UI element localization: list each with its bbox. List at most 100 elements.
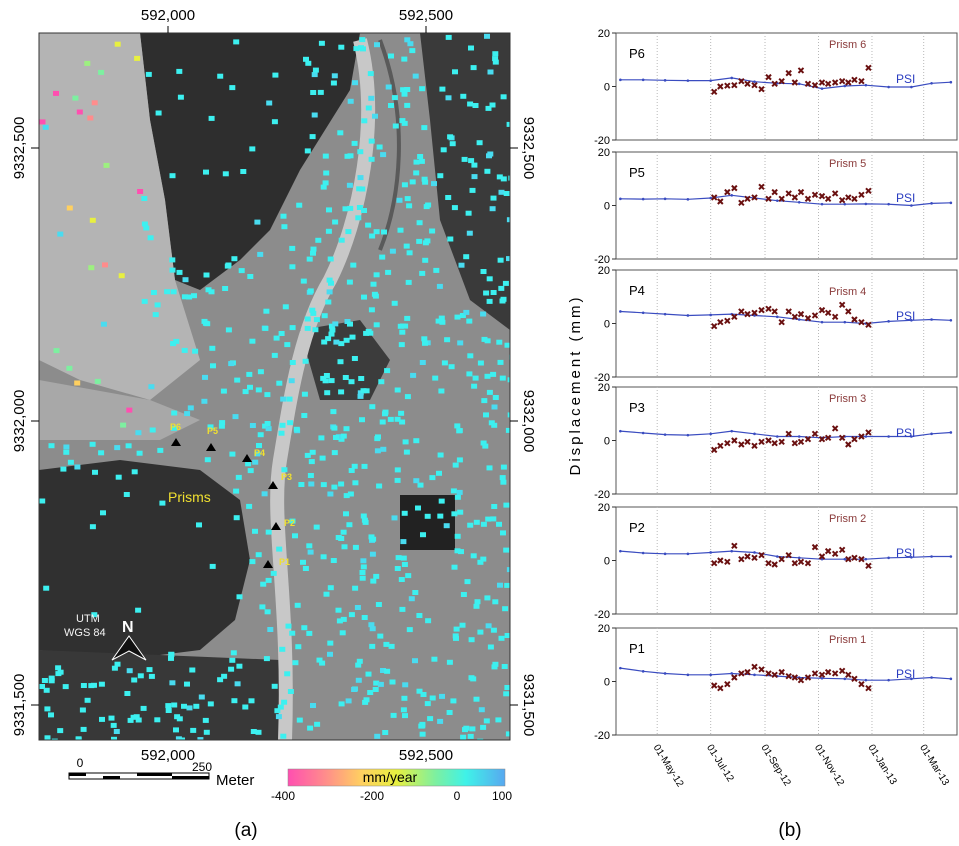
ps-point	[451, 564, 458, 570]
ps-point	[221, 673, 228, 679]
ps-point	[222, 286, 229, 291]
ps-point	[359, 417, 365, 423]
ps-point	[506, 121, 510, 127]
ps-point	[103, 162, 110, 168]
ps-point	[404, 37, 411, 43]
ps-point	[446, 659, 453, 665]
ps-point	[292, 660, 299, 666]
panel-label: P6	[629, 46, 645, 61]
ps-point	[389, 248, 396, 254]
ps-point	[381, 229, 387, 235]
ps-point	[484, 33, 490, 39]
ps-point	[338, 481, 345, 487]
prism-point	[838, 196, 846, 204]
ps-point	[379, 254, 386, 260]
ps-point	[192, 348, 199, 354]
ps-point	[361, 208, 367, 213]
y-tick-label: 20	[598, 28, 610, 40]
ps-point	[416, 238, 423, 244]
ps-point	[55, 671, 62, 677]
ps-point	[382, 730, 389, 735]
psi-point	[730, 76, 734, 80]
prism-point	[724, 680, 731, 688]
ps-point	[273, 335, 280, 341]
ps-point	[459, 313, 466, 318]
ps-point	[402, 682, 409, 688]
ps-point	[359, 37, 366, 43]
psi-point	[619, 310, 622, 313]
ps-point	[443, 523, 450, 529]
prism-point	[785, 551, 792, 559]
ps-point	[433, 267, 440, 273]
ps-point	[181, 347, 188, 353]
ps-point	[323, 373, 330, 378]
ps-point	[388, 103, 394, 108]
psi-point	[864, 557, 868, 561]
psi-point	[686, 79, 690, 82]
ps-point	[42, 124, 49, 130]
ps-point	[487, 69, 494, 75]
ps-point	[298, 482, 305, 487]
ps-point	[454, 314, 461, 320]
prism-point	[791, 79, 799, 86]
ps-point	[175, 736, 182, 740]
ps-point	[380, 668, 386, 673]
ps-point	[264, 421, 271, 426]
ps-point	[114, 445, 121, 451]
ps-point	[365, 222, 372, 228]
ps-point	[271, 119, 278, 125]
ps-point	[463, 309, 470, 315]
prism-point	[771, 671, 778, 679]
prism-point	[797, 558, 805, 566]
ps-point	[401, 91, 408, 97]
prism-point	[744, 438, 751, 446]
ps-point	[255, 387, 262, 393]
ps-point	[264, 609, 271, 615]
ps-point	[356, 658, 363, 664]
ps-point	[99, 716, 105, 722]
ps-point	[232, 414, 239, 420]
ps-point	[281, 699, 288, 705]
prism-point	[758, 306, 765, 314]
ps-point	[456, 489, 463, 495]
ps-point	[391, 515, 398, 521]
ps-point	[351, 687, 358, 692]
ps-point	[492, 59, 499, 65]
ps-point	[427, 716, 434, 722]
ps-point	[271, 352, 278, 358]
map-bottom-tick-2: 592,500	[399, 747, 453, 764]
colorbar-tick-4: 100	[492, 789, 512, 803]
ps-point	[57, 728, 64, 734]
ps-point	[341, 544, 348, 550]
ps-point	[197, 737, 204, 740]
ps-point	[279, 646, 286, 652]
prism-label-p3: P3	[281, 472, 292, 482]
ps-point	[275, 714, 282, 720]
ps-point	[506, 256, 510, 262]
colorbar-tick-2: -200	[360, 789, 384, 803]
ps-point	[281, 224, 288, 230]
ps-point	[399, 606, 406, 612]
ps-point	[289, 360, 296, 365]
ps-point	[306, 543, 313, 549]
y-tick-label: 20	[598, 623, 610, 635]
ps-point	[487, 644, 494, 650]
ps-point	[39, 498, 46, 504]
ps-point	[374, 42, 380, 48]
ps-point	[257, 251, 264, 257]
ps-point	[217, 677, 224, 683]
ps-point	[446, 710, 453, 715]
ps-point	[316, 657, 323, 663]
ps-point	[339, 630, 346, 636]
prism-point	[838, 434, 846, 442]
prism-point	[771, 439, 778, 447]
ps-point	[491, 404, 498, 410]
ps-point	[91, 612, 98, 618]
ps-point	[114, 661, 121, 667]
prism-point	[751, 663, 758, 670]
prism-point	[818, 671, 826, 679]
ps-point	[487, 151, 494, 157]
ps-point	[363, 330, 370, 336]
ps-point	[410, 372, 417, 378]
